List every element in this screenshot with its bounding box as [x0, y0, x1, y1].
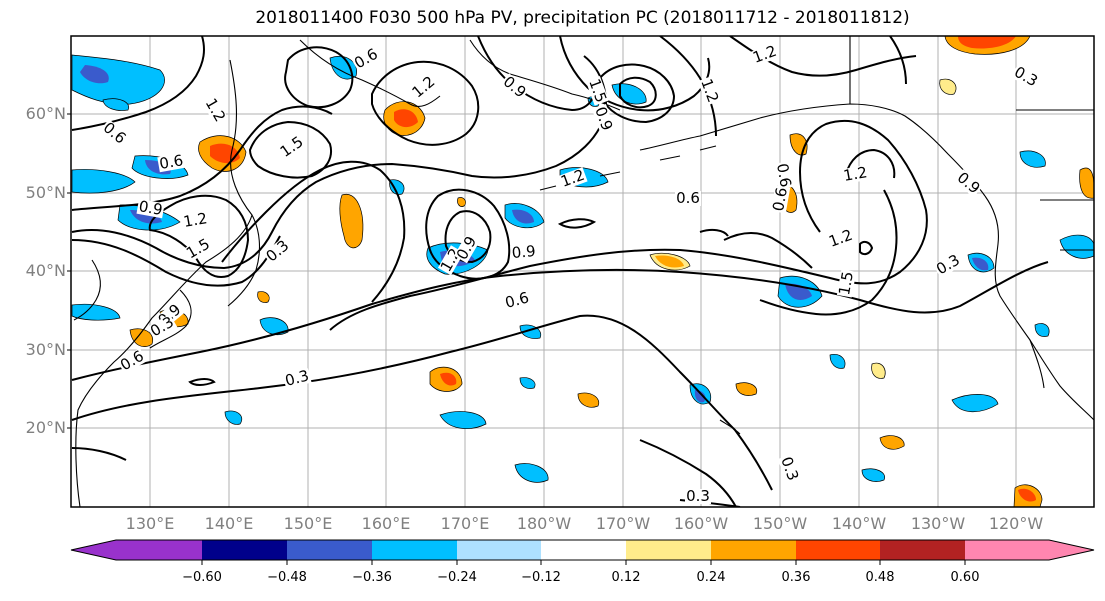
colorbar-outline: [70, 539, 1095, 561]
colorbar-segment: [711, 540, 796, 560]
longitude-label: 160°W: [673, 514, 729, 533]
colorbar-tick-label: −0.36: [352, 570, 392, 585]
colorbar-segment: [116, 540, 202, 560]
colorbar: [70, 539, 1095, 565]
colorbar-tick-label: −0.12: [521, 570, 561, 585]
colorbar-segment: [796, 540, 880, 560]
colorbar-segment: [626, 540, 711, 560]
latitude-label: 50°N: [25, 183, 66, 202]
longitude-label: 150°E: [283, 514, 333, 533]
colorbar-segment-above: [1049, 540, 1094, 560]
precipitation-shading: [71, 36, 1094, 507]
colorbar-tick-label: −0.60: [182, 570, 222, 585]
contour-label: 0.9: [511, 242, 536, 262]
colorbar-tick-label: 0.60: [950, 570, 980, 585]
colorbar-tick-label: 0.24: [696, 570, 726, 585]
contour-label: 0.6: [773, 162, 795, 189]
coastlines: [73, 36, 1094, 507]
colorbar-tick-label: −0.24: [437, 570, 477, 585]
colorbar-segment: [372, 540, 457, 560]
contour-label: 0.6: [503, 288, 531, 312]
contour-label: 0.6: [158, 151, 185, 173]
longitude-label: 140°W: [831, 514, 887, 533]
longitude-label: 170°E: [440, 514, 490, 533]
contour-label: 0.6: [769, 186, 791, 213]
longitude-label: 170°W: [595, 514, 651, 533]
longitude-label: 140°E: [204, 514, 254, 533]
latitude-label: 30°N: [25, 340, 66, 359]
colorbar-segment: [202, 540, 287, 560]
colorbar-segment-below: [71, 540, 116, 560]
contour-label: 1.2: [842, 163, 869, 185]
colorbar-segment: [880, 540, 965, 560]
contour-label: 1.5: [835, 270, 857, 297]
latitude-label: 60°N: [25, 104, 66, 123]
colorbar-tick-label: 0.12: [611, 570, 641, 585]
longitude-label: 160°E: [361, 514, 411, 533]
longitude-label: 180°W: [516, 514, 572, 533]
colorbar-segment: [287, 540, 372, 560]
latitude-ticks: [67, 113, 71, 429]
longitude-label: 130°W: [910, 514, 966, 533]
longitude-label: 120°W: [988, 514, 1044, 533]
latitude-label: 20°N: [25, 418, 66, 437]
contour-label: 1.2: [182, 209, 209, 231]
colorbar-tick-label: 0.36: [781, 570, 811, 585]
colorbar-segment: [457, 540, 541, 560]
contour-label-group: 0.6 1.2 1.2 1.5 0.6 0.6 0.9 1.2 1.5 0.9 …: [99, 42, 1041, 505]
latitude-label: 40°N: [25, 261, 66, 280]
contour-label: 0.3: [283, 366, 311, 390]
contour-label: 0.6: [676, 189, 700, 207]
colorbar-tick-label: 0.48: [865, 570, 895, 585]
contour-label: 0.3: [686, 487, 710, 505]
colorbar-segment: [541, 540, 626, 560]
contour-label: 0.9: [137, 197, 164, 219]
longitude-label: 130°E: [125, 514, 175, 533]
longitude-label: 150°W: [752, 514, 808, 533]
colorbar-tick-label: −0.48: [267, 570, 307, 585]
map-title: 2018011400 F030 500 hPa PV, precipitatio…: [255, 8, 910, 28]
colorbar-segment: [965, 540, 1049, 560]
